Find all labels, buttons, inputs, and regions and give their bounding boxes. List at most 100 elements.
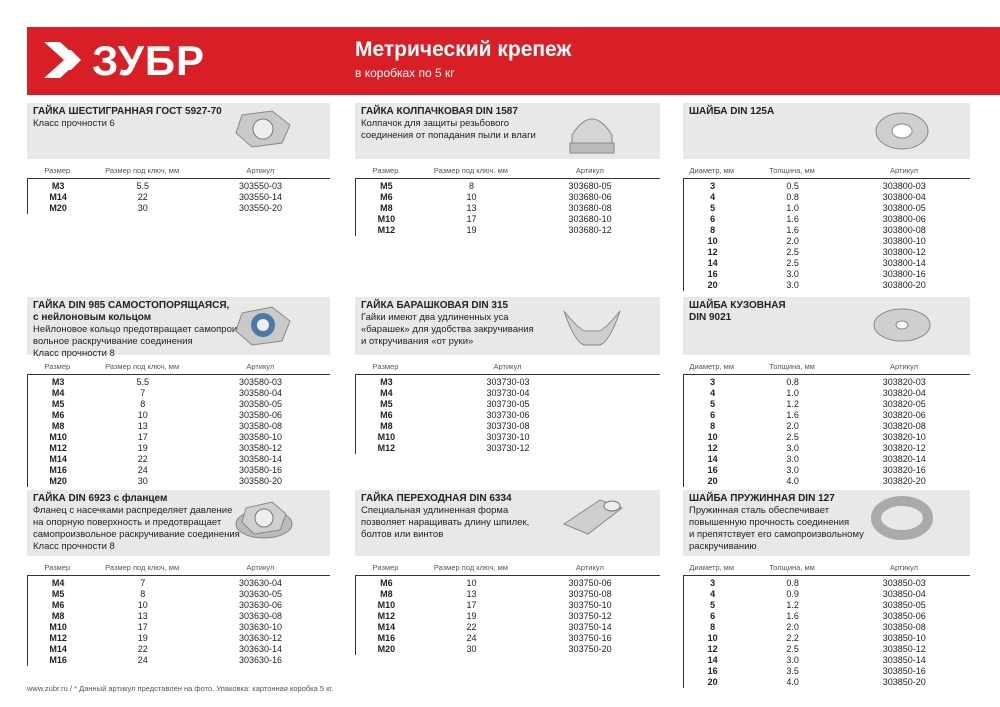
table-cell: M8 xyxy=(51,421,65,431)
product-image xyxy=(235,110,291,148)
table-cell: 7 xyxy=(140,388,146,398)
table-cell: 303750-06 xyxy=(568,578,612,588)
table-cell: M12 xyxy=(49,633,67,643)
card-description: Класс прочности 8 xyxy=(33,541,115,552)
footer-separator: / xyxy=(69,684,73,693)
table-cell: 303730-06 xyxy=(486,410,530,420)
table-cell: 10 xyxy=(707,633,718,643)
table-cell: 24 xyxy=(137,655,148,665)
table-cell: 303850-06 xyxy=(882,611,926,621)
table-header: Размер Размер под ключ, мм Артикул xyxy=(355,164,660,179)
column-header: Диаметр, мм xyxy=(689,166,734,175)
table-cell: 303580-05 xyxy=(239,399,283,409)
card-description: повышенную прочность соединения xyxy=(689,517,850,528)
table-cell: 4 xyxy=(710,388,716,398)
table-header: Размер Размер под ключ, мм Артикул xyxy=(27,360,330,375)
table-cell: 303680-12 xyxy=(568,225,612,235)
table-cell: M16 xyxy=(377,633,396,643)
table-row: M3 5.5 303580-03 xyxy=(28,377,330,388)
column-header: Артикул xyxy=(890,563,918,572)
table-row: M14 22 303750-14 xyxy=(356,622,660,633)
table-cell: 8 xyxy=(710,225,716,235)
column-header: Размер xyxy=(44,362,71,371)
table-body: M4 7 303630-04 M5 8 303630-05 M6 10 303630-06 M8 1… xyxy=(27,576,330,666)
page-title: Метрический крепеж xyxy=(355,38,572,61)
table-body: M3 5.5 303580-03 M4 7 303580-04 M5 8 303580-05 M6… xyxy=(27,375,330,487)
product-image xyxy=(235,501,293,539)
table-cell: M6 xyxy=(380,578,393,588)
table-cell: 1.2 xyxy=(786,399,799,409)
table-cell: 303750-12 xyxy=(568,611,612,621)
table-cell: 20 xyxy=(707,476,718,486)
table-cell: 30 xyxy=(137,476,148,486)
table-cell: 0.8 xyxy=(786,377,799,387)
table-cell: 303850-12 xyxy=(882,644,926,654)
table-row: M14 22 303580-14 xyxy=(28,454,330,465)
table-body: M3 303730-03 M4 303730-04 M5 303730-05 M6 30373… xyxy=(355,375,660,454)
header-banner xyxy=(27,27,1000,95)
table-cell: M10 xyxy=(377,600,396,610)
table-row: M5 8 303580-05 xyxy=(28,399,330,410)
table-cell: 20 xyxy=(707,280,718,290)
table-cell: 303730-08 xyxy=(486,421,530,431)
table-row: M5 303730-05 xyxy=(356,399,660,410)
table-cell: 12 xyxy=(707,247,718,257)
card-description: позволяет наращивать длину шпилек, xyxy=(361,517,530,528)
table-cell: 303730-05 xyxy=(486,399,530,409)
table-row: 6 1.6 303820-06 xyxy=(684,410,970,421)
card-description: самопроизвольное раскручивание соединени… xyxy=(33,529,240,540)
card-description: и откручивания «от руки» xyxy=(361,336,474,347)
product-card: ГАЙКА КОЛПАЧКОВАЯ DIN 1587 Колпачок для з… xyxy=(355,103,660,236)
table-cell: 17 xyxy=(466,600,477,610)
column-header: Размер под ключ, мм xyxy=(105,563,180,572)
table-cell: M10 xyxy=(377,214,396,224)
logo-icon xyxy=(44,42,81,78)
table-row: 4 0.8 303800-04 xyxy=(684,192,970,203)
table-cell: 303800-05 xyxy=(882,203,926,213)
table-cell: 303550-14 xyxy=(239,192,283,202)
table-cell: 10 xyxy=(466,192,477,202)
table-row: M14 22 303550-14 xyxy=(28,192,330,203)
table-cell: 10 xyxy=(137,410,148,420)
card-title: ГАЙКА ШЕСТИГРАННАЯ ГОСТ 5927-70 xyxy=(33,106,222,117)
table-cell: 303630-10 xyxy=(239,622,283,632)
table-cell: 19 xyxy=(137,633,148,643)
table-cell: 6 xyxy=(710,214,716,224)
table-body: 3 0.5 303800-03 4 0.8 303800-04 5 1.0 303800-05 6… xyxy=(683,179,970,291)
column-header: Размер под ключ, мм xyxy=(105,166,180,175)
card-description: Класс прочности 8 xyxy=(33,348,115,359)
product-image xyxy=(873,308,931,342)
table-cell: 303580-14 xyxy=(239,454,283,464)
table-cell: 3.5 xyxy=(786,666,799,676)
card-header: ШАЙБА ПРУЖИННАЯ DIN 127 Пружинная сталь о… xyxy=(683,490,970,556)
table-cell: M14 xyxy=(377,622,396,632)
table-cell: 5.5 xyxy=(136,181,150,191)
table-cell: 303820-06 xyxy=(882,410,926,420)
table-row: M20 30 303750-20 xyxy=(356,644,660,655)
column-header: Размер под ключ, мм xyxy=(105,362,180,371)
table-cell: 303800-16 xyxy=(882,269,926,279)
table-row: 3 0.8 303850-03 xyxy=(684,578,970,589)
table-cell: 6 xyxy=(710,410,716,420)
table-row: M6 10 303580-06 xyxy=(28,410,330,421)
table-row: M6 10 303630-06 xyxy=(28,600,330,611)
column-header: Размер xyxy=(372,362,399,371)
table-cell: 19 xyxy=(466,225,477,235)
table-header: Диаметр, мм Толщина, мм Артикул xyxy=(683,164,970,179)
table-cell: 19 xyxy=(137,443,148,453)
column-header: Артикул xyxy=(890,362,918,371)
table-cell: 303580-04 xyxy=(239,388,283,398)
table-cell: 14 xyxy=(707,454,718,464)
card-description: Нейлоновое кольцо предотвращает самопрои… xyxy=(33,324,245,335)
table-cell: 17 xyxy=(137,432,148,442)
table-cell: 5 xyxy=(710,203,716,213)
product-image xyxy=(563,310,621,346)
table-cell: 19 xyxy=(466,611,477,621)
table-row: M16 24 303750-16 xyxy=(356,633,660,644)
table-row: M6 303730-06 xyxy=(356,410,660,421)
column-header: Диаметр, мм xyxy=(689,563,734,572)
table-row: M12 19 303580-12 xyxy=(28,443,330,454)
table-cell: M20 xyxy=(377,644,396,654)
table-cell: 1.6 xyxy=(786,611,799,621)
table-cell: 303820-04 xyxy=(882,388,926,398)
